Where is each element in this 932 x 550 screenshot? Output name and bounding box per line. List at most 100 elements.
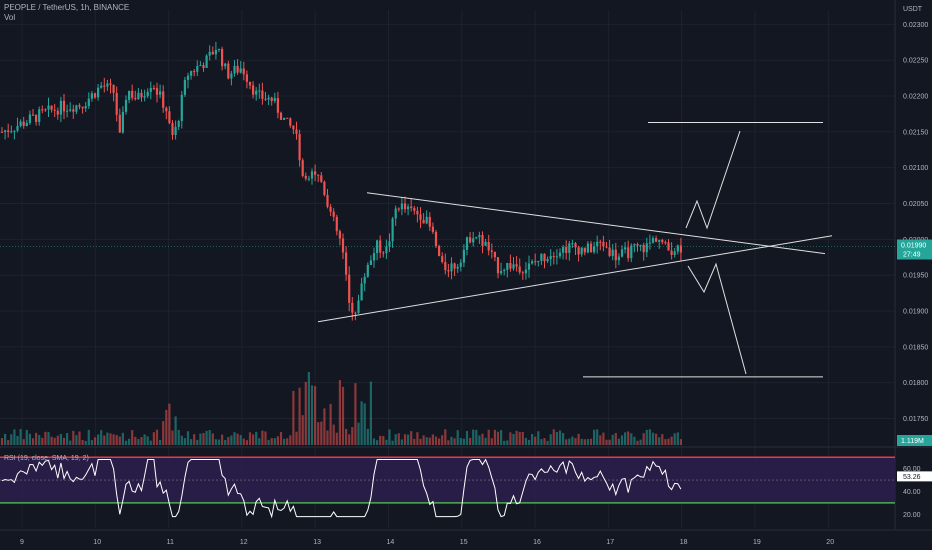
volume-bar [78, 431, 81, 445]
volume-bar [608, 439, 611, 445]
price-tick-label: 0.01750 [903, 416, 928, 423]
volume-bar [512, 433, 515, 445]
candle-body [44, 109, 47, 111]
candle-body [84, 106, 87, 109]
candle-body [137, 92, 140, 100]
candle-body [121, 111, 124, 133]
candle-body [103, 85, 106, 87]
candle-body [332, 211, 335, 217]
candle-body [410, 206, 413, 209]
volume-bar [62, 437, 66, 445]
candle-body [661, 239, 664, 243]
candle-body [134, 97, 137, 100]
candle-body [31, 114, 35, 116]
volume-bar [679, 439, 682, 445]
volume-bar [87, 429, 90, 445]
triangle-lower-line [317, 235, 833, 323]
volume-bar [534, 436, 537, 445]
volume-bar [425, 437, 428, 445]
candle-body [475, 237, 478, 239]
candle-body [577, 247, 580, 255]
volume-bar [385, 439, 388, 445]
volume-bar [531, 434, 534, 445]
volume-bar [438, 438, 441, 445]
volume-bar [314, 386, 317, 445]
volume-bar [13, 429, 16, 445]
candle-body [338, 231, 341, 239]
candle-body [444, 262, 447, 271]
candle-body [611, 249, 614, 256]
candle-body [543, 253, 546, 262]
volume-bar [72, 430, 75, 445]
candle-body [503, 269, 506, 272]
volume-bar [146, 436, 149, 445]
candle-body [109, 83, 112, 85]
volume-bar [521, 431, 524, 445]
candle-body [391, 218, 394, 242]
candle-body [146, 91, 149, 97]
candle-body [208, 51, 211, 56]
candle-body [484, 241, 487, 246]
volume-bar [97, 434, 100, 445]
volume-bar [422, 435, 425, 445]
volume-bar [140, 437, 143, 445]
volume-bar [577, 433, 580, 445]
volume-bar [397, 433, 400, 445]
volume-bar [543, 438, 546, 445]
volume-bar [658, 437, 661, 445]
candle-body [366, 264, 369, 277]
candle-body [348, 274, 351, 303]
candle-body [56, 110, 59, 115]
candle-body [658, 239, 661, 242]
volume-bar [611, 434, 614, 445]
candle-body [199, 65, 202, 67]
candle-countdown: 27:49 [903, 252, 921, 259]
candle-body [66, 110, 69, 112]
rsi-legend[interactable]: RSI (19, close, SMA, 19, 2) [4, 455, 89, 462]
volume-bar [633, 436, 636, 445]
volume-bar [134, 436, 137, 445]
candle-body [515, 264, 518, 267]
volume-bar [450, 436, 453, 445]
volume-bar [28, 433, 31, 445]
candle-body [670, 250, 673, 255]
volume-bar [202, 432, 205, 445]
candle-body [428, 216, 431, 227]
volume-bar [571, 436, 574, 445]
candle-body [255, 90, 258, 95]
time-tick-label: 19 [753, 539, 761, 546]
volume-bar [196, 439, 199, 445]
volume-bar [239, 435, 242, 445]
volume-bar [419, 438, 422, 445]
volume-bar [431, 434, 434, 445]
candle-body [363, 276, 366, 284]
candle-body [217, 48, 221, 51]
candle-body [527, 263, 531, 270]
volume-bar [59, 433, 62, 445]
candle-body [673, 251, 676, 255]
candle-body [155, 88, 159, 95]
candle-body [276, 98, 279, 113]
symbol-title[interactable]: PEOPLE / TetherUS, 1h, BINANCE [4, 3, 130, 12]
volume-bar [100, 430, 103, 445]
candle-body [152, 87, 155, 89]
candle-body [320, 175, 323, 182]
last-price-badge [897, 239, 932, 260]
candle-body [372, 253, 376, 261]
candle-body [540, 253, 543, 261]
volume-bar [171, 430, 174, 445]
rsi-pane [0, 456, 895, 519]
volume-bar [124, 440, 128, 445]
volume-bar [323, 408, 326, 445]
volume-bar [574, 438, 577, 445]
volume-bar [369, 381, 372, 445]
volume-bar [639, 439, 642, 445]
candle-body [0, 131, 4, 133]
candle-body [323, 181, 326, 195]
rsi-line [1, 458, 682, 519]
volume-bar [16, 435, 19, 445]
candle-body [593, 246, 596, 253]
volume-bar [233, 432, 236, 445]
candle-body [159, 91, 162, 95]
